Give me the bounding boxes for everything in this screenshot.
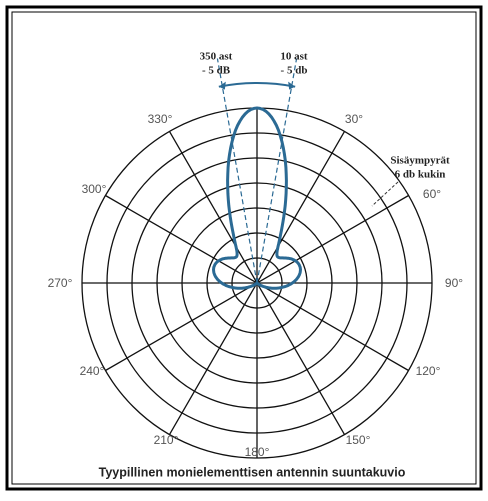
angle-label: 270° [48, 276, 73, 290]
beamwidth-line [216, 58, 258, 284]
annotation: Sisäympyrät [390, 155, 450, 167]
angle-label: 240° [80, 364, 105, 378]
caption: Tyypillinen monielementtisen antennin su… [99, 465, 406, 479]
annotation: - 5 db [281, 65, 308, 77]
angle-label: 90° [445, 276, 463, 290]
angle-label: 120° [416, 364, 441, 378]
inner-frame [11, 11, 477, 485]
angle-label: 150° [346, 433, 371, 447]
annotation: 10 ast [280, 51, 308, 63]
beamwidth-line [256, 58, 298, 284]
angle-label: 60° [423, 187, 441, 201]
arrow-head [218, 81, 226, 90]
arrow-head [288, 81, 296, 90]
annotation: 350 ast [200, 51, 233, 63]
angle-label: 300° [82, 182, 107, 196]
radiation-pattern [212, 106, 302, 290]
frame [5, 5, 483, 491]
leader-line [371, 181, 399, 207]
pattern [212, 58, 302, 290]
angle-label: 210° [154, 433, 179, 447]
angle-label: 330° [148, 112, 173, 126]
annotation: - 5 dB [202, 65, 231, 77]
angle-label: 30° [345, 112, 363, 126]
annotation: 6 db kukin [395, 169, 446, 181]
beamwidth-arc [218, 82, 296, 88]
angle-label: 180° [245, 445, 270, 459]
